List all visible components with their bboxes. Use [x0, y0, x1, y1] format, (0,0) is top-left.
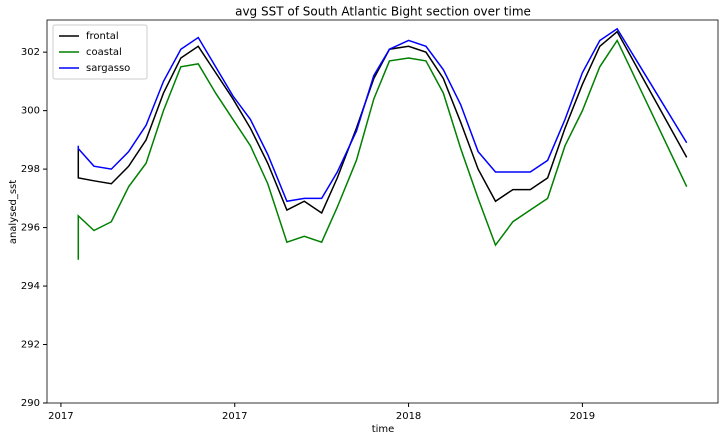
y-axis-label: analysed_sst [8, 180, 19, 244]
series-line [77, 38, 688, 260]
legend: frontal coastal sargasso [52, 24, 148, 80]
y-tick-label: 300 [21, 106, 40, 117]
y-tick-label: 292 [21, 340, 40, 351]
y-tick-label: 296 [21, 223, 40, 234]
y-tick-label: 302 [21, 47, 40, 58]
legend-label: coastal [86, 47, 122, 58]
y-tick-label: 298 [21, 164, 40, 175]
series-line [77, 27, 688, 203]
x-tick-label: 2019 [570, 411, 595, 422]
chart-title: avg SST of South Atlantic Bight section … [235, 5, 531, 19]
plot-frame [46, 19, 719, 404]
x-tick-label: 2017 [222, 411, 247, 422]
legend-box [52, 24, 148, 80]
y-tick-label: 294 [21, 281, 40, 292]
legend-label: frontal [86, 31, 119, 42]
y-tick-label: 290 [21, 398, 40, 409]
x-axis-label: time [372, 424, 395, 435]
x-tick-label: 2017 [48, 411, 73, 422]
x-tick-label: 2018 [396, 411, 421, 422]
legend-label: sargasso [86, 63, 130, 74]
